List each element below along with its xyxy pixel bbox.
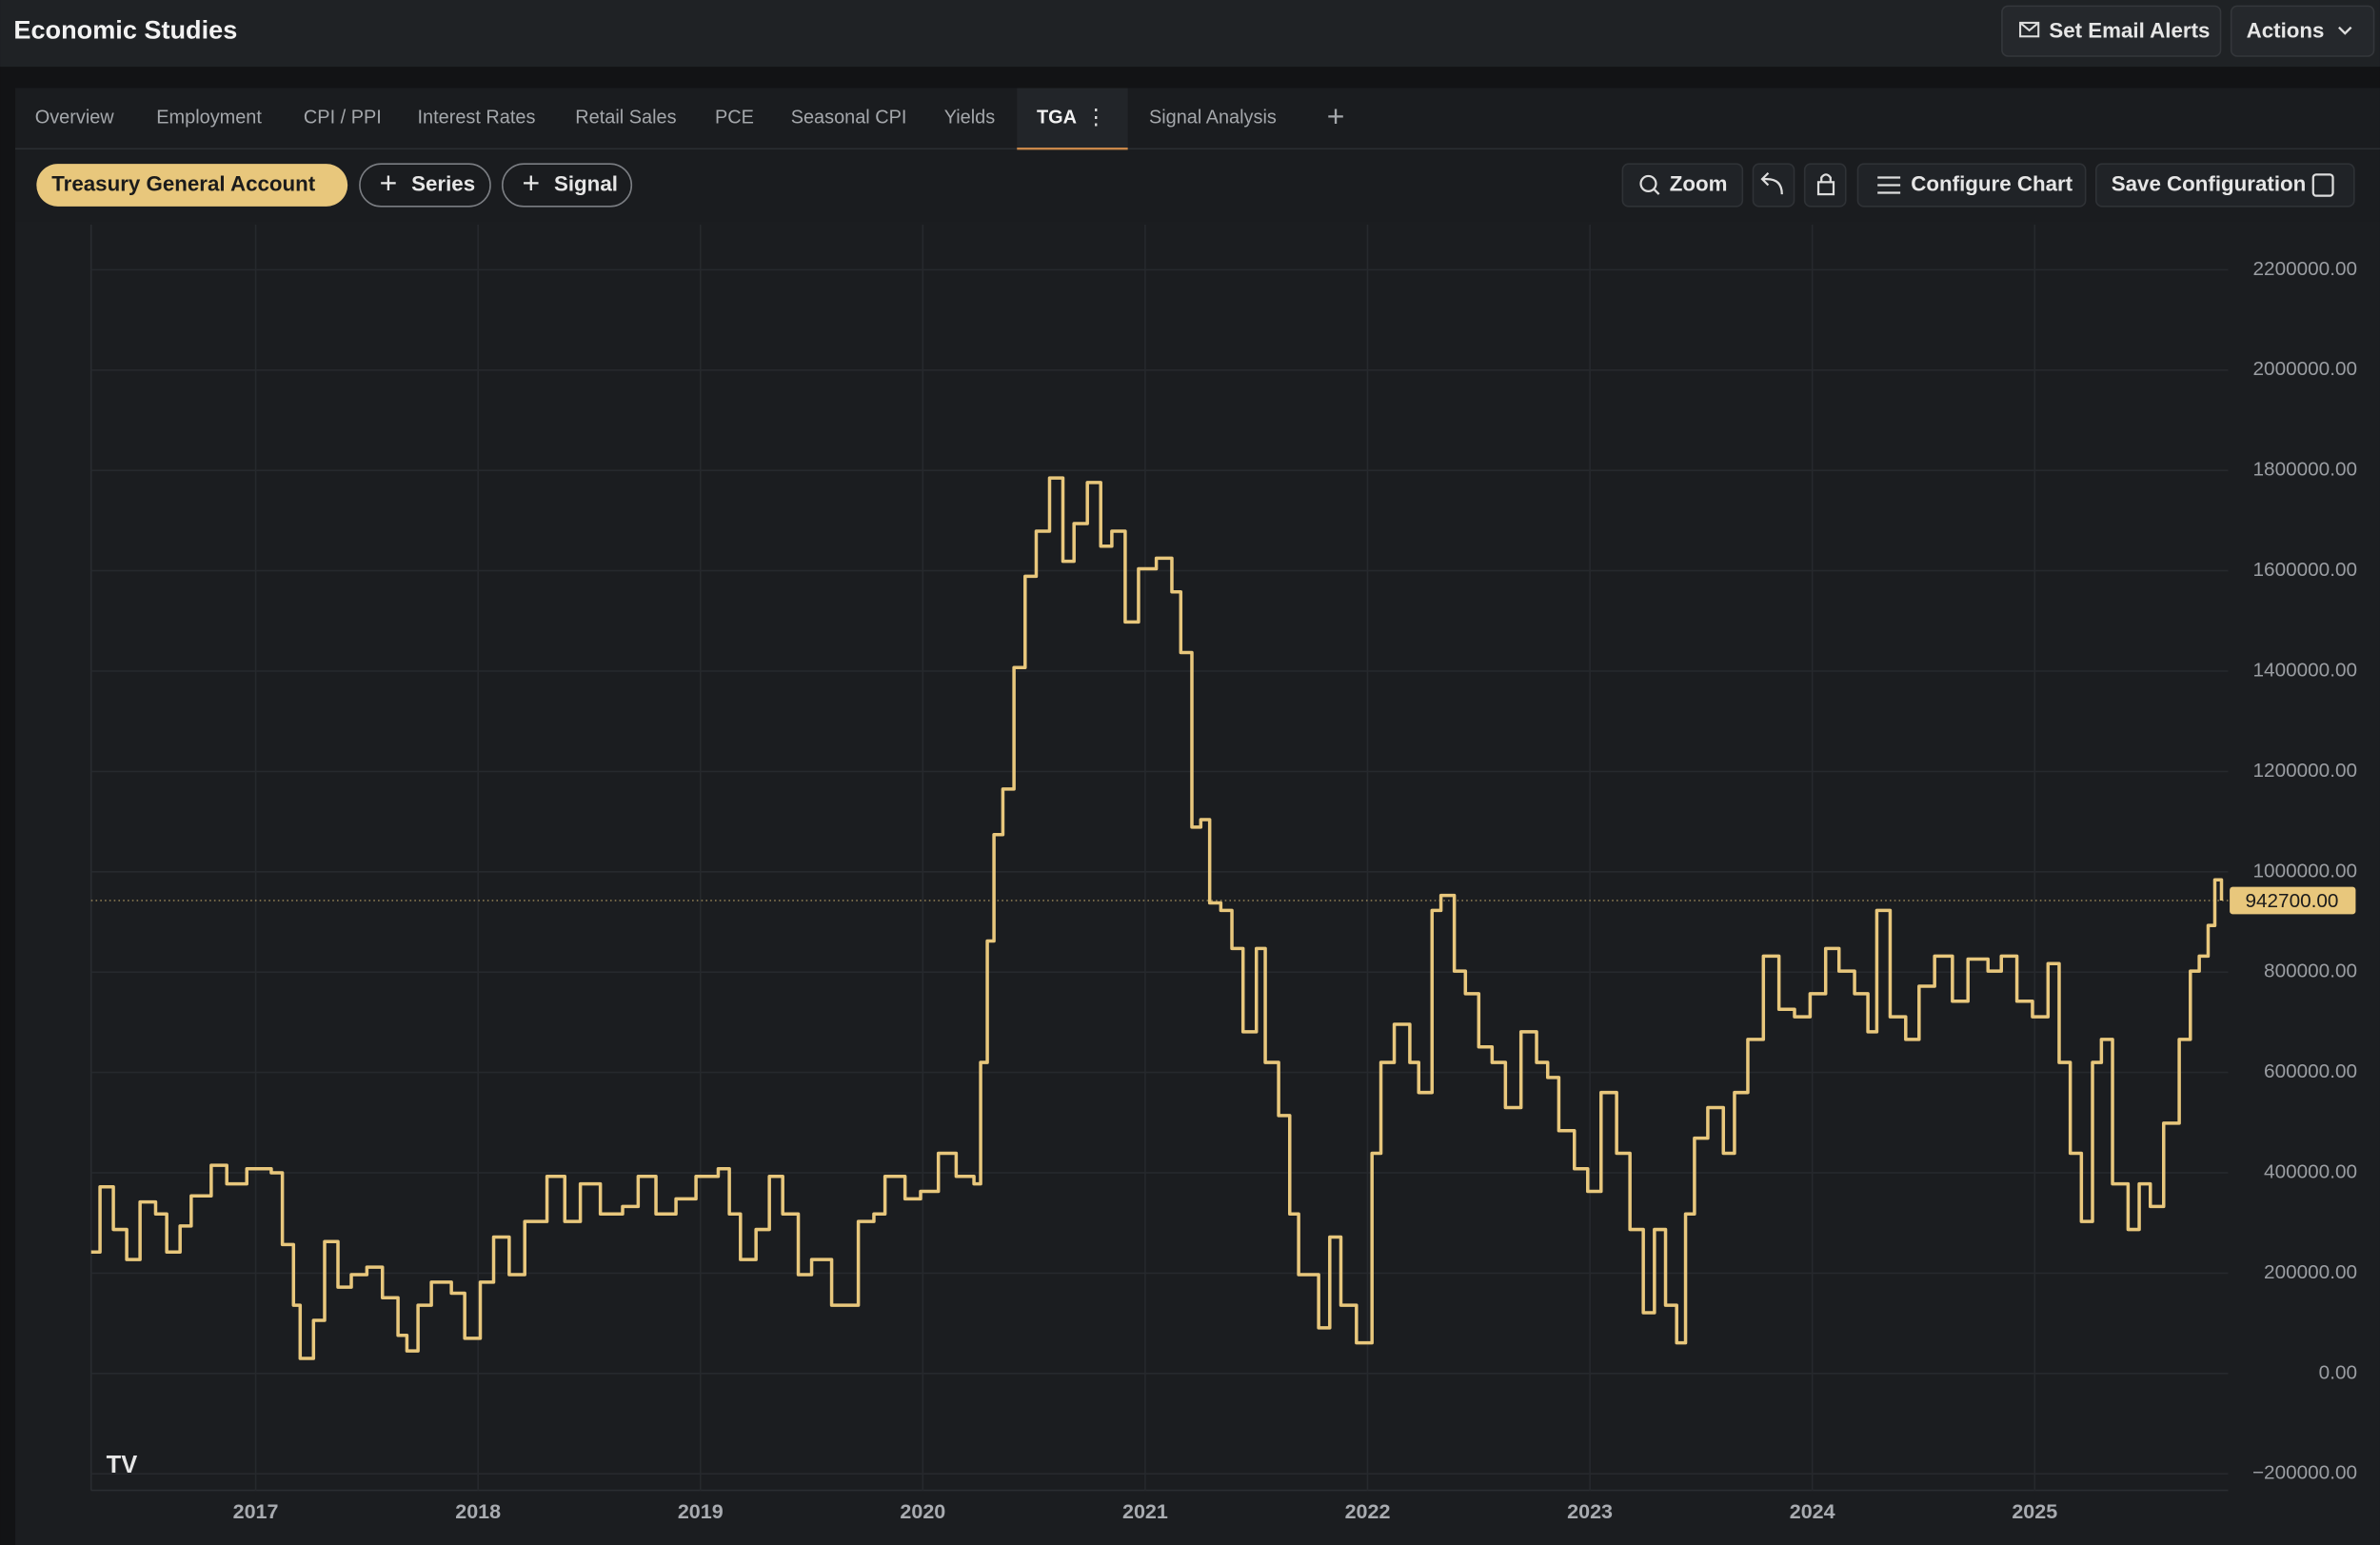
x-tick-label: 2022 — [1345, 1500, 1391, 1523]
add-series-button[interactable]: + Series — [359, 163, 491, 208]
save-configuration-button[interactable]: Save Configuration — [2095, 163, 2355, 208]
x-tick-label: 2020 — [900, 1500, 945, 1523]
add-signal-button[interactable]: + Signal — [501, 163, 633, 208]
lock-icon — [1816, 181, 1835, 196]
active-tab-bg — [1017, 88, 1128, 149]
zoom-icon — [1639, 174, 1657, 192]
y-tick-label: 400000.00 — [2264, 1160, 2357, 1182]
tab-label: Signal Analysis — [1149, 108, 1277, 129]
actions-button[interactable]: Actions — [2230, 5, 2375, 57]
x-tick-label: 2017 — [233, 1500, 279, 1523]
tab-label: CPI / PPI — [304, 108, 382, 129]
header-title: Economic Studies — [13, 15, 237, 45]
last-value-badge — [2230, 886, 2356, 915]
y-tick-label: 1600000.00 — [2253, 559, 2357, 581]
mail-icon — [2019, 22, 2039, 32]
y-tick-label: 600000.00 — [2264, 1060, 2357, 1082]
y-tick-label: 1200000.00 — [2253, 760, 2357, 782]
x-tick-label: 2024 — [1790, 1500, 1835, 1523]
button-label: Zoom — [1670, 171, 1728, 195]
tab[interactable]: ⋮ TGA — [1017, 88, 1128, 150]
tab-bar: Overview Employment CPI / PPI Interest Rate… — [35, 88, 1277, 150]
y-tick-label: 1000000.00 — [2253, 860, 2357, 881]
button-bg — [501, 163, 633, 208]
button-label: Save Configuration — [2112, 171, 2307, 195]
save-icon — [2311, 173, 2334, 197]
y-tick-label: 2200000.00 — [2253, 258, 2357, 280]
y-tick-label: 1800000.00 — [2253, 459, 2357, 481]
tab-label: Yields — [944, 108, 996, 129]
button-label: Set Email Alerts — [2049, 18, 2210, 42]
button-label: Actions — [2247, 18, 2325, 42]
lock-button[interactable] — [1803, 163, 1847, 208]
tab-label: Interest Rates — [418, 108, 536, 129]
tab[interactable]: Yields — [944, 108, 996, 129]
tab[interactable]: CPI / PPI — [304, 108, 382, 129]
chip-bg — [36, 164, 348, 207]
tab[interactable]: PCE — [715, 108, 754, 129]
undo-button[interactable] — [1752, 163, 1795, 208]
series-line — [90, 476, 2224, 1360]
config-icon — [1877, 176, 1901, 194]
tab-label: Retail Sales — [575, 108, 676, 129]
tab-label: TGA — [1037, 108, 1077, 129]
tab[interactable]: Employment — [156, 108, 262, 129]
y-tick-label: 2000000.00 — [2253, 358, 2357, 380]
configure-chart-button[interactable]: Configure Chart — [1856, 163, 2087, 208]
tab[interactable]: Overview — [35, 108, 115, 129]
x-tick-label: 2021 — [1122, 1500, 1168, 1523]
tab-label: Seasonal CPI — [791, 108, 907, 129]
tab-label: Overview — [35, 108, 115, 129]
y-tick-label: 200000.00 — [2264, 1261, 2357, 1283]
y-tick-label: 1400000.00 — [2253, 659, 2357, 681]
tab-label: PCE — [715, 108, 754, 129]
x-tick-label: 2018 — [455, 1500, 501, 1523]
mail-icon — [2019, 21, 2040, 38]
y-tick-label: 800000.00 — [2264, 961, 2357, 982]
tab[interactable]: Seasonal CPI — [791, 108, 907, 129]
button-label: Signal — [554, 171, 618, 195]
y-tick-label: 0.00 — [2319, 1361, 2357, 1383]
plus-icon: + — [523, 166, 541, 200]
header-bar — [0, 0, 2380, 68]
button-label: Series — [411, 171, 475, 195]
chart-area — [15, 221, 2380, 1545]
tab[interactable]: Interest Rates — [418, 108, 536, 129]
chevron — [2338, 26, 2352, 35]
button-bg — [2230, 5, 2375, 57]
plus-icon: + — [380, 166, 398, 200]
plot: −200000.00 0.00 200000.00 400000.00 600000.0… — [89, 224, 2357, 1523]
email-alerts-button[interactable]: Set Email Alerts — [2001, 5, 2222, 57]
x-tick-label: 2019 — [678, 1500, 724, 1523]
x-tick-label: 2023 — [1567, 1500, 1613, 1523]
y-tick-label: −200000.00 — [2252, 1462, 2357, 1484]
zoom-button[interactable]: Zoom — [1621, 163, 1744, 208]
button-bg — [359, 163, 491, 208]
zoom-icon — [1654, 188, 1660, 195]
tab-label: Employment — [156, 108, 262, 129]
button-bg — [2095, 163, 2355, 208]
lock-icon — [1820, 173, 1832, 183]
undo-icon — [1760, 171, 1783, 195]
tab[interactable]: Retail Sales — [575, 108, 676, 129]
x-tick-label: 2025 — [2012, 1500, 2057, 1523]
tab[interactable]: Signal Analysis — [1149, 108, 1277, 129]
button-bg — [1856, 163, 2087, 208]
series-chip[interactable]: Treasury General Account — [36, 164, 348, 207]
button-label: Configure Chart — [1911, 171, 2073, 195]
button-bg — [2001, 5, 2222, 57]
button-bg — [1752, 163, 1795, 208]
button-bg — [1803, 163, 1847, 208]
last-value-label: 942700.00 — [2245, 890, 2338, 912]
tv-logo: TV — [107, 1452, 138, 1478]
legend-label: Treasury General Account — [51, 171, 316, 195]
button-bg — [1621, 163, 1744, 208]
add-tab[interactable]: + — [1327, 99, 1345, 133]
tab-menu: ⋮ — [1085, 105, 1106, 129]
